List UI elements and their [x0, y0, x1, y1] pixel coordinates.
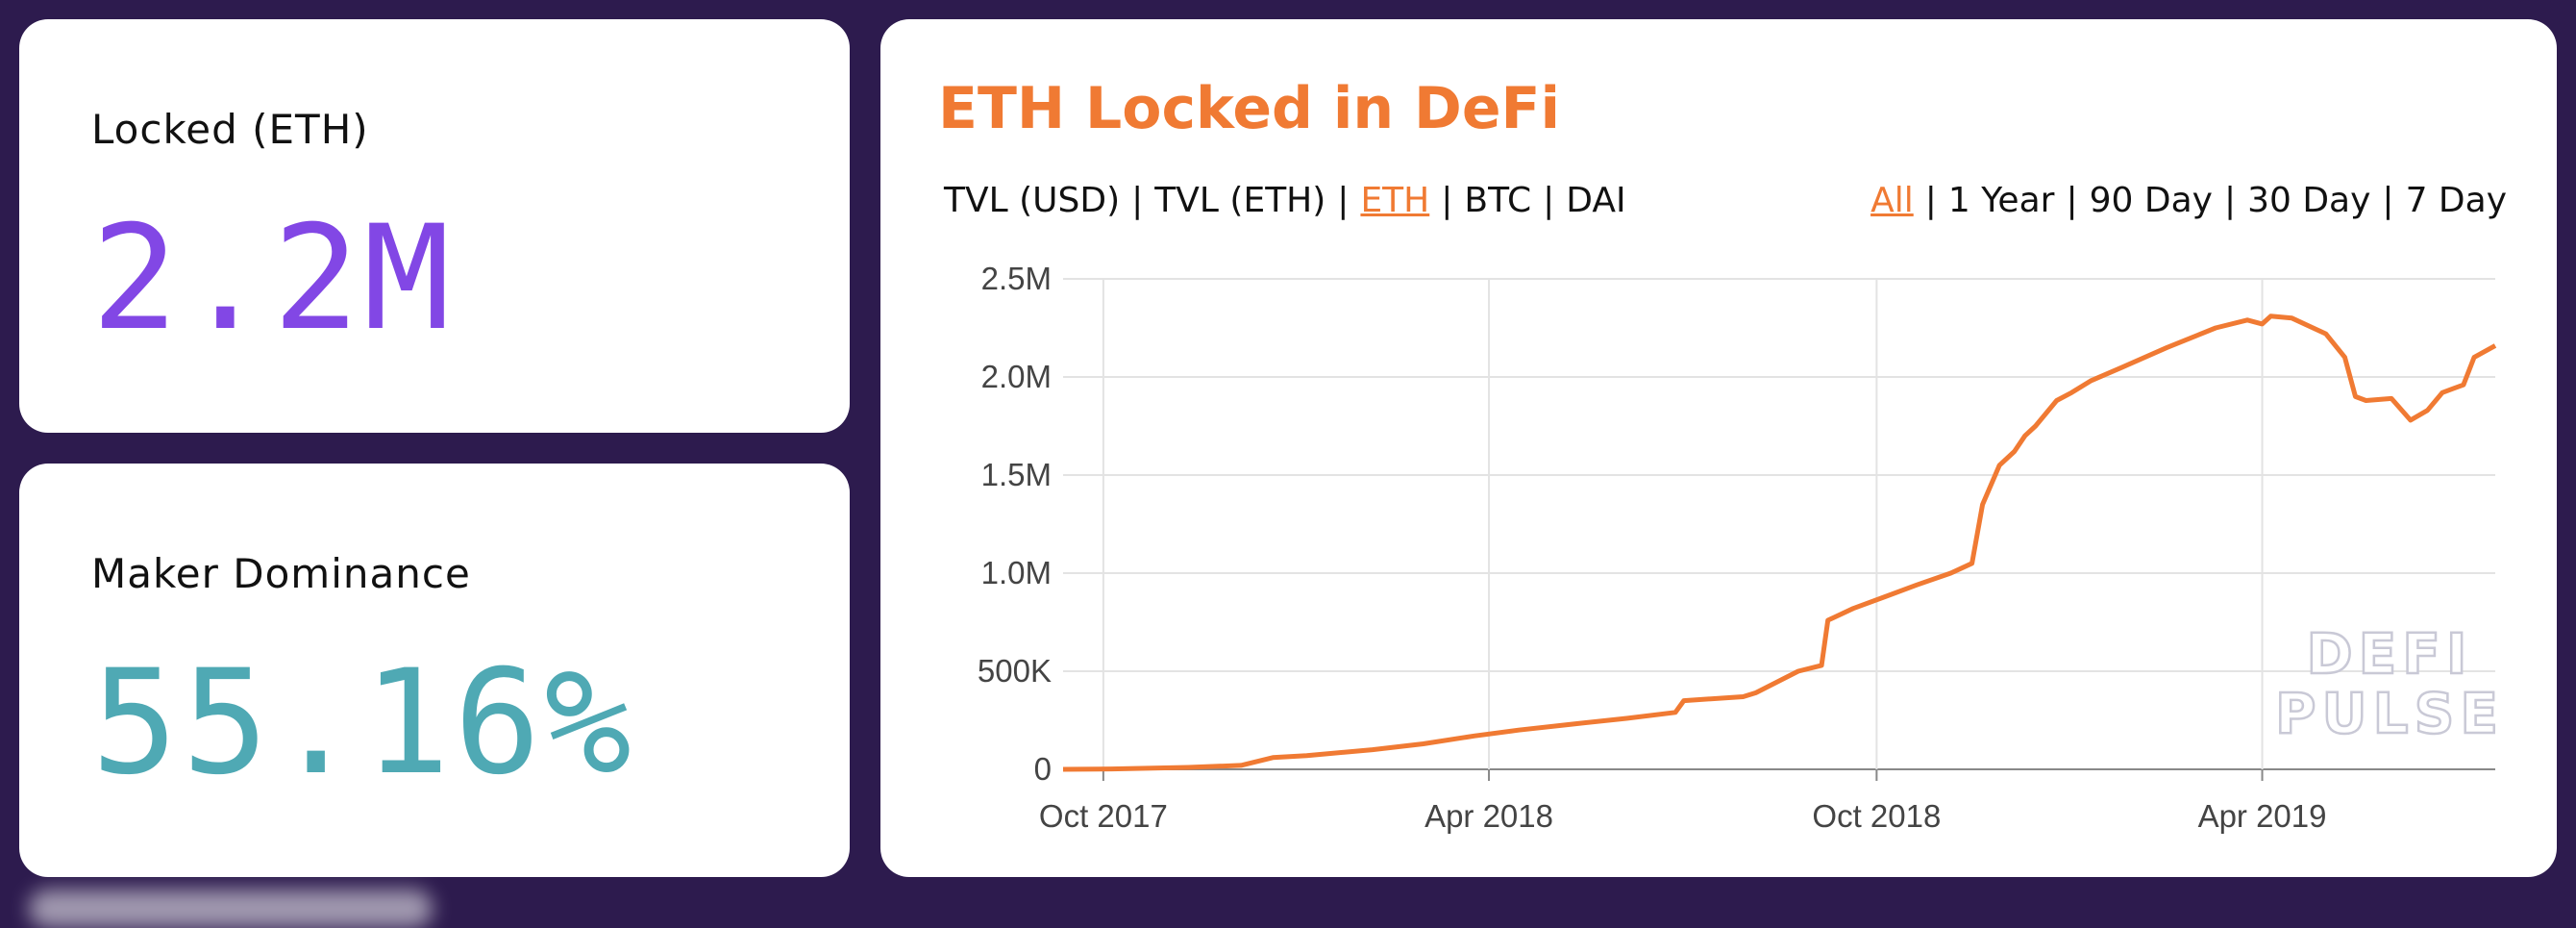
- x-axis: Oct 2017 Apr 2018 Oct 2018 Apr 2019: [1039, 769, 2327, 834]
- series-line: [1062, 314, 2497, 772]
- x-tick-label: Oct 2017: [1039, 798, 1168, 834]
- maker-dominance-label: Maker Dominance: [91, 550, 471, 597]
- y-tick-label: 1.5M: [981, 457, 1052, 492]
- unit-option-tvl-usd[interactable]: TVL (USD): [944, 181, 1121, 220]
- grid-layer: [1063, 278, 2495, 770]
- separator: |: [2066, 181, 2078, 220]
- watermark-line-2: PULSE: [2275, 681, 2504, 746]
- separator: |: [1441, 181, 1453, 220]
- unit-option-dai[interactable]: DAI: [1566, 181, 1626, 220]
- y-tick-label: 2.5M: [981, 261, 1052, 296]
- unit-option-eth[interactable]: ETH: [1360, 181, 1430, 220]
- x-tick-label: Apr 2018: [1424, 798, 1553, 834]
- x-tick-label: Apr 2019: [2198, 798, 2327, 834]
- locked-eth-card: Locked (ETH) 2.2M: [19, 19, 850, 433]
- range-option-all[interactable]: All: [1870, 181, 1914, 220]
- y-tick-label: 2.0M: [981, 359, 1052, 394]
- locked-eth-value: 2.2M: [91, 195, 455, 363]
- unit-selector: TVL (USD) | TVL (ETH) | ETH | BTC | DAI: [944, 181, 1626, 220]
- chart-title: ETH Locked in DeFi: [938, 75, 1561, 142]
- y-tick-label: 500K: [978, 653, 1052, 689]
- locked-eth-label: Locked (ETH): [91, 106, 369, 153]
- unit-option-tvl-eth[interactable]: TVL (ETH): [1154, 181, 1326, 220]
- watermark: DEFI PULSE: [2274, 620, 2504, 748]
- range-option-1-year[interactable]: 1 Year: [1947, 181, 2055, 220]
- separator: |: [1543, 181, 1555, 220]
- bottom-glow: [29, 890, 433, 928]
- range-option-30-day[interactable]: 30 Day: [2247, 181, 2371, 220]
- separator: |: [1924, 181, 1937, 220]
- x-tick-label: Oct 2018: [1812, 798, 1941, 834]
- separator: |: [2223, 181, 2237, 220]
- separator: |: [1131, 181, 1144, 220]
- eth-locked-chart-card: ETH Locked in DeFi TVL (USD) | TVL (ETH) | E…: [880, 19, 2557, 877]
- range-option-90-day[interactable]: 90 Day: [2089, 181, 2213, 220]
- unit-option-btc[interactable]: BTC: [1464, 181, 1532, 220]
- watermark-line-1: DEFI: [2307, 621, 2473, 687]
- range-option-7-day[interactable]: 7 Day: [2405, 181, 2507, 220]
- separator: |: [1337, 181, 1350, 220]
- separator: |: [2382, 181, 2394, 220]
- maker-dominance-value: 55.16%: [91, 640, 635, 807]
- y-axis: 0 500K 1.0M 1.5M 2.0M 2.5M: [978, 261, 1052, 787]
- y-tick-label: 0: [1034, 751, 1052, 787]
- y-tick-label: 1.0M: [981, 555, 1052, 590]
- maker-dominance-card: Maker Dominance 55.16%: [19, 464, 850, 877]
- range-selector: All | 1 Year | 90 Day | 30 Day | 7 Day: [1870, 181, 2507, 220]
